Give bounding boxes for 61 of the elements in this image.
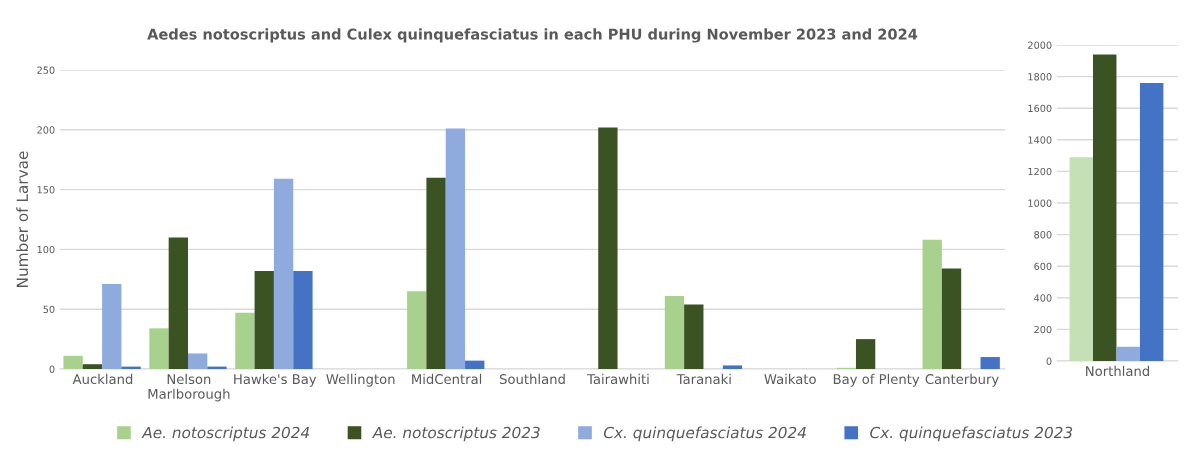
bar: [82, 364, 103, 369]
y-tick-label: 0: [49, 365, 55, 373]
x-tick-label: Waikato: [764, 373, 816, 385]
y-tick-label: 2000: [1028, 41, 1052, 49]
y-tick-label: 800: [1034, 231, 1052, 239]
bar: [1116, 346, 1140, 361]
x-tick-label: Canterbury: [925, 373, 999, 387]
x-tick-label: Southland: [499, 373, 565, 385]
bar: [941, 268, 962, 369]
bar: [1092, 54, 1117, 361]
bar: [684, 304, 704, 369]
y-tick-label: 400: [1034, 294, 1052, 302]
legend-label: Cx. quinquefasciatus 2023: [870, 426, 1073, 442]
bar: [465, 360, 485, 369]
y-tick-label: 200: [1034, 325, 1052, 334]
bar: [63, 355, 83, 369]
bar: [1069, 157, 1093, 361]
bar: [149, 328, 169, 369]
bar: [1139, 82, 1164, 361]
y-axis-title: Number of Larvae: [16, 151, 29, 287]
x-tick-label: Wellington: [326, 373, 395, 387]
legend-label: Cx. quinquefasciatus 2024: [603, 426, 806, 442]
bar: [407, 291, 427, 369]
bar: [445, 128, 466, 369]
y-tick-label: 1600: [1028, 104, 1052, 113]
x-tick-label: MidCentral: [412, 373, 482, 385]
y-tick-label: 600: [1034, 262, 1052, 271]
y-tick-label: 1400: [1028, 136, 1052, 144]
y-tick-label: 200: [37, 126, 55, 134]
bar: [254, 270, 274, 369]
bar: [664, 296, 685, 369]
bar: [722, 365, 743, 369]
bar: [102, 284, 122, 369]
x-tick-label: Hawke's Bay: [234, 373, 317, 387]
bar: [598, 127, 618, 369]
x-tick-label: Taranaki: [676, 373, 731, 385]
y-tick-label: 1200: [1028, 167, 1052, 176]
chart-title: Aedes notoscriptus and Culex quinquefasciatus in each PHU during November 2023 and 2024: [147, 28, 918, 43]
bar: [188, 353, 208, 369]
y-tick-label: 100: [37, 245, 55, 254]
legend-label: Ae. notoscriptus 2023: [372, 426, 540, 442]
bar: [235, 312, 255, 369]
y-tick-label: 1800: [1028, 73, 1052, 81]
y-tick-label: 50: [43, 305, 55, 314]
y-tick-label: 1000: [1028, 199, 1052, 207]
bar: [273, 178, 294, 369]
bar: [855, 339, 876, 369]
bar: [922, 239, 942, 369]
x-tick-label: Bay of Plenty: [833, 373, 920, 387]
bar: [293, 270, 313, 369]
legend-label: Ae. notoscriptus 2024: [141, 426, 310, 442]
x-tick-label: Tairawhiti: [586, 373, 649, 385]
x-tick-label: Northland: [1086, 365, 1149, 377]
y-tick-label: 150: [37, 186, 55, 194]
y-tick-label: 250: [37, 66, 55, 74]
bar: [168, 237, 188, 369]
x-tick-label: Auckland: [72, 373, 133, 385]
bar: [426, 177, 446, 369]
x-tick-label: Nelson Marlborough: [148, 373, 230, 402]
y-tick-label: 0: [1046, 357, 1052, 365]
bar: [980, 357, 1000, 369]
